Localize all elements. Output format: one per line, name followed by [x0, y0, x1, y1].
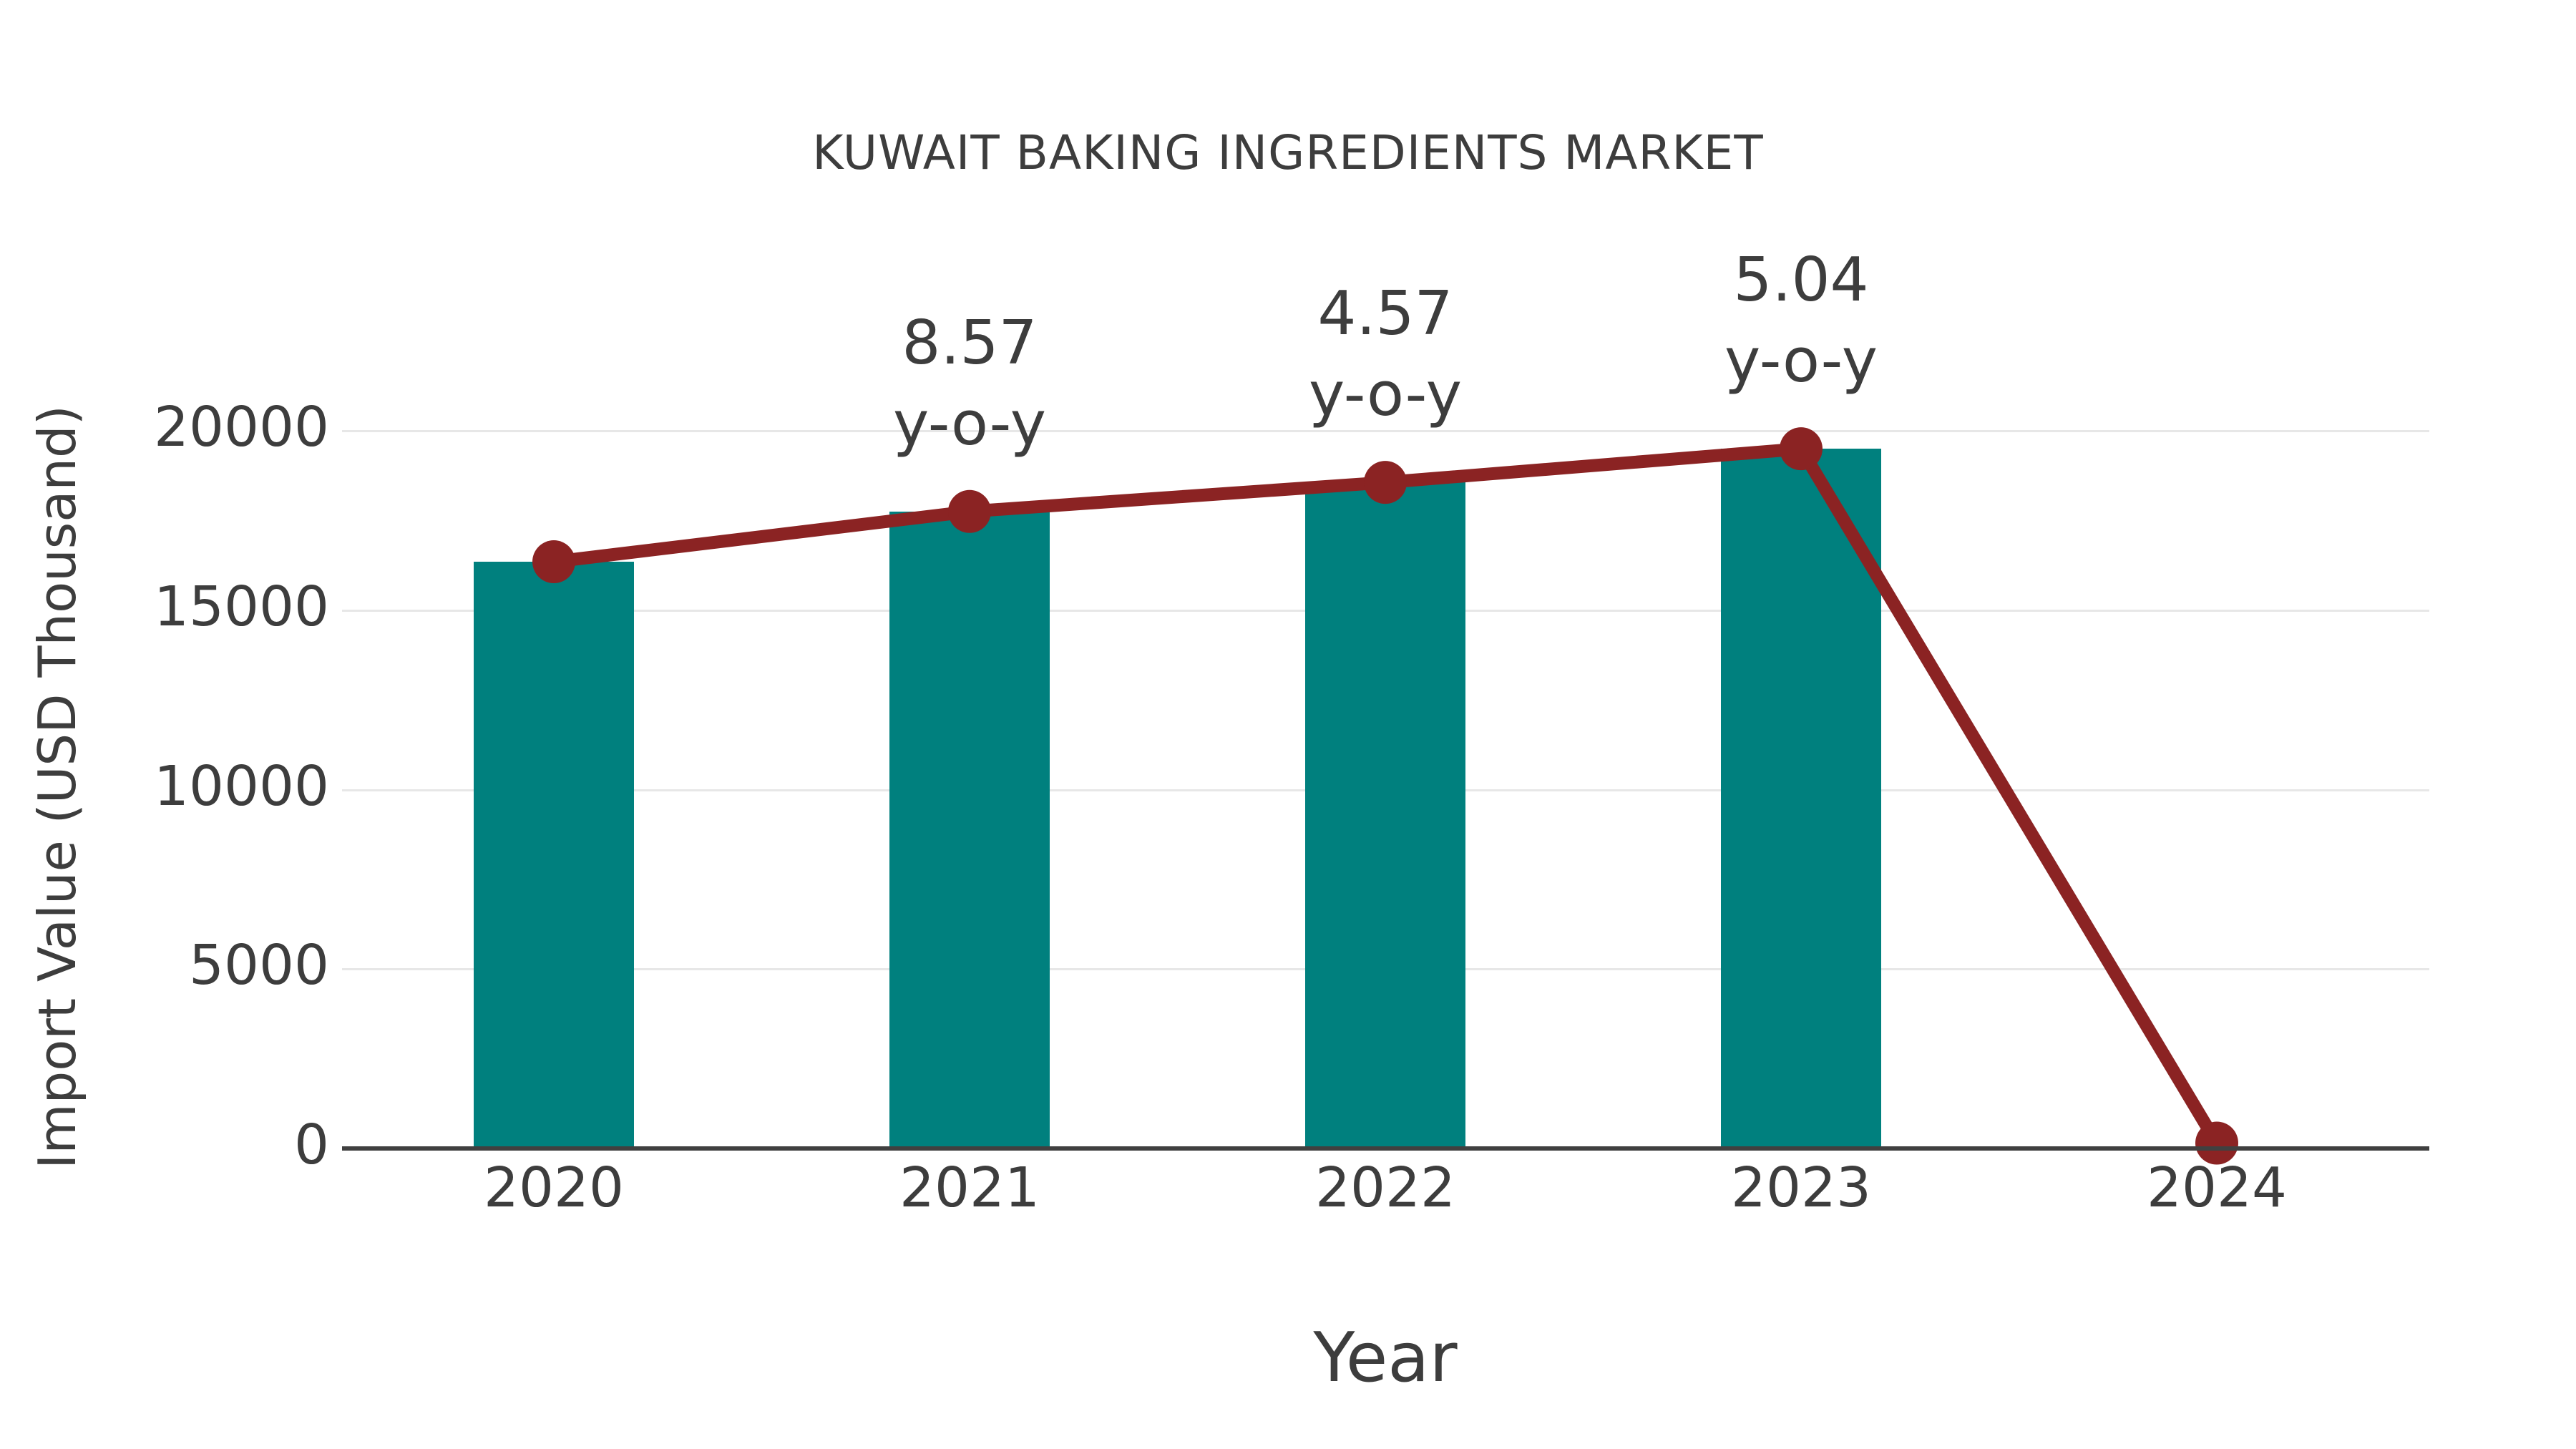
line-marker-2023	[1780, 427, 1823, 471]
yoy-annotation-2023: 5.04 y-o-y	[1586, 250, 2016, 391]
line-marker-2024	[2195, 1121, 2238, 1165]
yoy-suffix: y-o-y	[892, 388, 1047, 459]
x-tick-label-2024: 2024	[2147, 1156, 2287, 1220]
y-tick-label-20000: 20000	[154, 396, 329, 459]
yoy-value: 8.57	[902, 307, 1038, 379]
trend-line	[552, 441, 2223, 1147]
x-tick-label-2021: 2021	[899, 1156, 1040, 1220]
x-tick-label-2023: 2023	[1731, 1156, 1871, 1220]
line-marker-2021	[948, 489, 991, 533]
bar-2021	[889, 511, 1050, 1148]
x-axis-title: Year	[1313, 1319, 1458, 1397]
line-marker-2020	[532, 540, 575, 584]
yoy-value: 4.57	[1317, 278, 1453, 350]
y-tick-label-15000: 15000	[154, 575, 329, 639]
y-tick-label-0: 0	[294, 1113, 329, 1177]
x-axis-line	[342, 1146, 2429, 1151]
x-tick-label-2020: 2020	[484, 1156, 624, 1220]
gridline-20000	[342, 430, 2429, 432]
y-tick-label-10000: 10000	[154, 754, 329, 819]
bar-2023	[1721, 449, 1881, 1148]
yoy-suffix: y-o-y	[1724, 326, 1878, 397]
y-tick-label-5000: 5000	[189, 934, 329, 998]
line-marker-2022	[1364, 461, 1407, 504]
yoy-annotation-2021: 8.57 y-o-y	[755, 313, 1184, 454]
yoy-suffix: y-o-y	[1308, 359, 1463, 431]
chart-title: KUWAIT BAKING INGREDIENTS MARKET	[812, 125, 1764, 180]
x-tick-label-2022: 2022	[1315, 1156, 1455, 1220]
bar-2022	[1305, 482, 1465, 1148]
yoy-annotation-2022: 4.57 y-o-y	[1171, 283, 1600, 425]
yoy-value: 5.04	[1733, 245, 1869, 316]
bar-2020	[474, 562, 634, 1148]
